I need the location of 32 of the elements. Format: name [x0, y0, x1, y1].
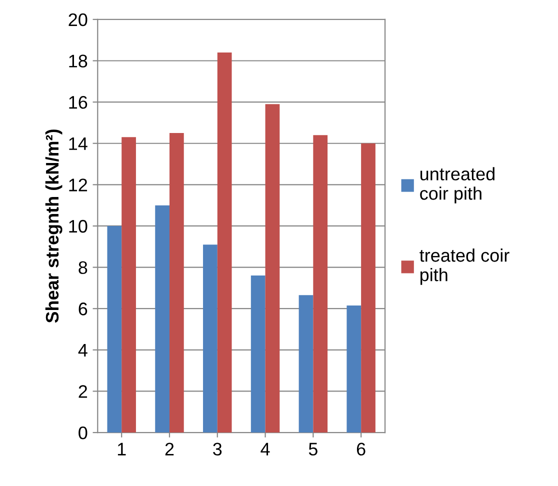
y-tick-label: 0	[78, 426, 88, 440]
y-tick-label: 12	[69, 178, 88, 192]
bar	[155, 205, 170, 433]
bar	[361, 143, 376, 433]
bar	[298, 295, 314, 433]
y-tick-label: 16	[69, 96, 88, 109]
legend-label: untreated coir pith	[420, 167, 494, 204]
x-tick-label: 2	[165, 442, 174, 456]
x-tick-label: 5	[308, 442, 318, 456]
bar	[250, 276, 266, 433]
y-tick-label: 6	[78, 302, 88, 316]
y-tick-label: 14	[69, 137, 88, 150]
legend-label: treated coir pith	[420, 248, 510, 285]
bar	[217, 52, 232, 433]
x-tick-label: 6	[356, 442, 366, 456]
y-tick-label: 2	[78, 385, 88, 398]
y-tick-label: 20	[68, 13, 88, 26]
y-tick-label: 4	[78, 344, 88, 356]
y-tick-label: 18	[69, 54, 88, 68]
y-axis-title: Shear stregnth (kN/m²)	[45, 130, 62, 323]
bar	[169, 133, 184, 433]
y-tick-label: 8	[78, 261, 88, 274]
bar	[313, 135, 328, 433]
bar	[346, 306, 362, 433]
bar	[203, 244, 218, 433]
bar	[122, 137, 136, 433]
x-tick-label: 4	[260, 442, 270, 456]
bar	[107, 226, 122, 433]
x-tick-label: 3	[213, 442, 222, 456]
bar	[265, 104, 280, 433]
y-tick-label: 10	[69, 220, 88, 233]
x-tick-label: 1	[118, 442, 126, 456]
